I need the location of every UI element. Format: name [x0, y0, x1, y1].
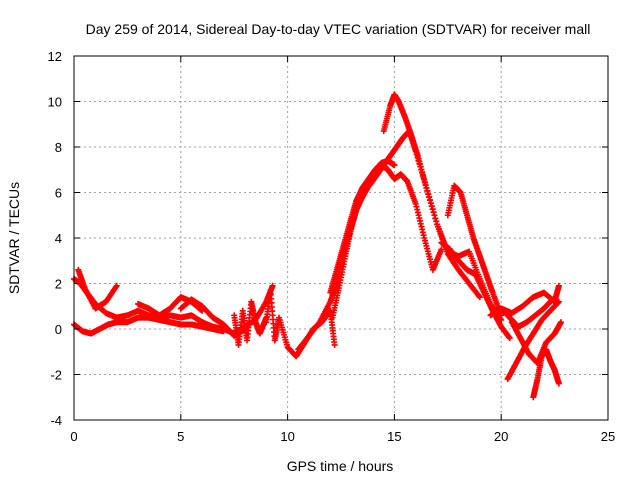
data-point: [475, 293, 482, 300]
series-track-10: [329, 128, 483, 321]
data-point: [425, 191, 432, 198]
data-point: [555, 282, 562, 289]
data-point: [269, 282, 276, 289]
data-point: [391, 162, 398, 169]
data-point: [428, 203, 435, 210]
chart-title: Day 259 of 2014, Sidereal Day-to-day VTE…: [86, 21, 591, 37]
data-point: [113, 282, 120, 289]
y-tick-label: 6: [55, 186, 62, 201]
series-track-2: [71, 314, 227, 337]
y-tick-label: -2: [50, 368, 62, 383]
data-point: [498, 312, 505, 319]
series-track-17: [530, 346, 562, 401]
data-point: [558, 319, 565, 326]
y-tick-label: 8: [55, 140, 62, 155]
x-tick-label: 0: [70, 429, 77, 444]
data-point: [331, 341, 338, 348]
grid-lines: [74, 56, 608, 420]
data-point: [429, 206, 436, 213]
x-tick-label: 20: [494, 429, 508, 444]
data-point: [424, 187, 431, 194]
y-tick-label: 10: [48, 95, 62, 110]
series-track-8: [295, 162, 445, 353]
data-point: [430, 209, 437, 216]
x-tick-label: 10: [280, 429, 294, 444]
data-point: [427, 197, 433, 204]
data-point: [549, 296, 556, 303]
y-tick-label: 4: [55, 231, 62, 246]
x-tick-label: 25: [601, 429, 615, 444]
x-tick-label: 5: [177, 429, 184, 444]
data-points: [71, 91, 565, 401]
series-track-9: [327, 157, 398, 296]
y-tick-label: 2: [55, 277, 62, 292]
data-point: [423, 184, 430, 191]
y-tick-label: -4: [50, 413, 62, 428]
data-point: [433, 218, 440, 225]
data-point: [476, 294, 483, 301]
y-tick-label: 0: [55, 322, 62, 337]
data-point: [426, 194, 433, 201]
y-tick-label: 12: [48, 49, 62, 64]
series-track-18: [498, 296, 556, 330]
x-axis-label: GPS time / hours: [287, 458, 394, 474]
y-axis-label: SDTVAR / TECUs: [6, 182, 22, 294]
series-track-15: [504, 298, 562, 383]
data-point: [432, 215, 439, 222]
data-point: [220, 328, 227, 335]
x-tick-label: 15: [387, 429, 401, 444]
series-track-11: [380, 91, 505, 323]
data-point: [431, 212, 438, 219]
series-track-6: [231, 298, 270, 348]
data-point: [427, 200, 434, 207]
data-point: [506, 335, 513, 342]
series-track-13: [438, 239, 513, 342]
data-point: [555, 298, 562, 305]
data-point: [555, 380, 562, 387]
series-track-3: [75, 266, 120, 312]
axis-ticks: 0 5 10 15 20 25 -4 -2 0 2 4 6 8 10 12: [48, 49, 616, 444]
